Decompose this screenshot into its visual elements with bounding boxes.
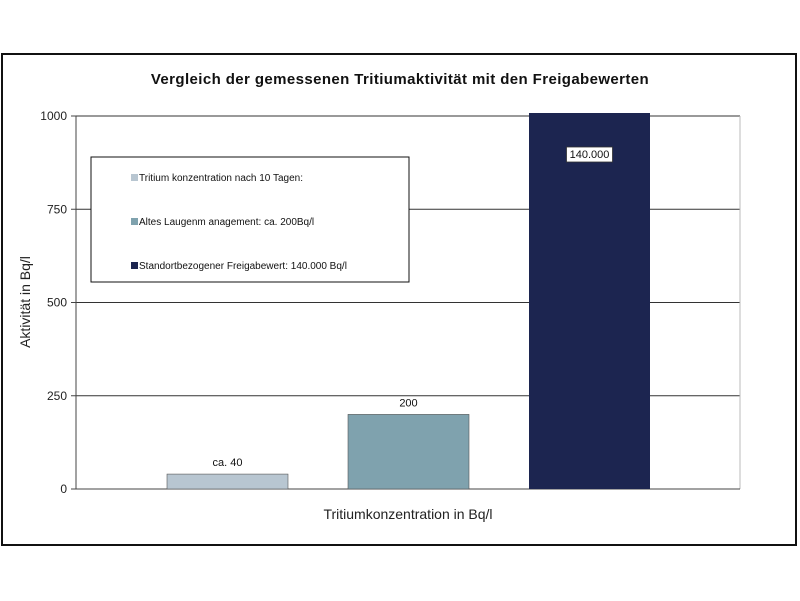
bar [347,414,470,490]
legend-box [90,156,410,283]
y-axis-label: Aktivität in Bq/l [17,256,33,348]
legend: Tritium konzentration nach 10 Tagen: Alte… [90,156,410,283]
y-axis-ticks: 0 250 500 750 1000 [40,109,76,496]
legend-entry: Altes Laugenm anagement: ca. 200Bq/l [139,217,314,228]
data-label-box [566,146,613,163]
data-label: ca. 40 [213,457,243,469]
legend-swatch [131,174,138,181]
legend-swatch [131,218,138,225]
y-tick-label: 1000 [40,109,67,123]
bar [166,473,289,490]
legend-entry: Tritium konzentration nach 10 Tagen: [139,173,303,184]
x-axis-label: Tritiumkonzentration in Bq/l [323,506,492,522]
y-tick-label: 250 [47,389,67,403]
bars [166,113,650,490]
chart-title: Vergleich der gemessenen Tritiumaktivitä… [151,71,649,88]
y-tick-label: 750 [47,202,67,216]
data-label: 140.000 [570,149,610,161]
y-tick-label: 500 [47,296,67,310]
legend-entry: Standortbezogener Freigabewert: 140.000 … [139,261,347,272]
bar [529,113,650,489]
y-tick-label: 0 [60,482,67,496]
data-label: 200 [399,397,417,409]
legend-swatch [131,262,138,269]
data-labels: ca. 40 200 140.000 [213,146,613,469]
